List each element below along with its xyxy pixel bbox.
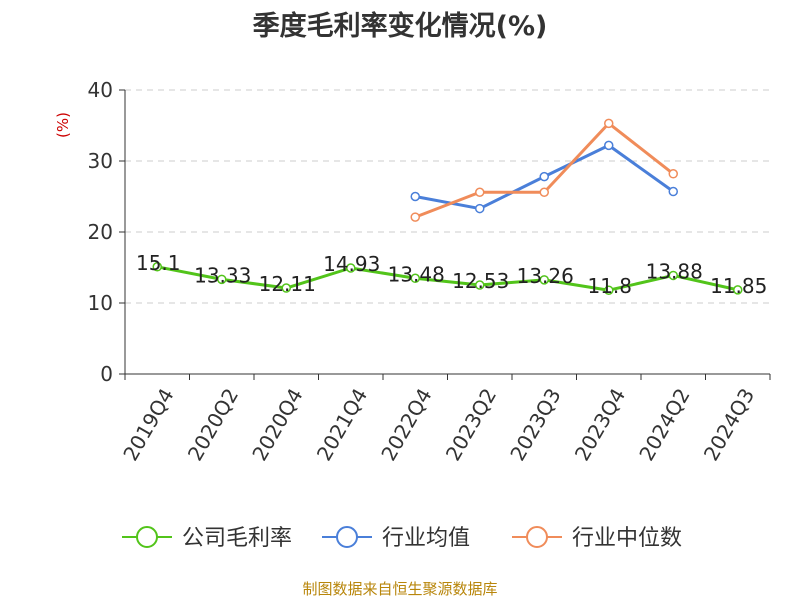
data-label: 14.93	[323, 252, 380, 276]
legend-marker	[136, 526, 158, 548]
x-tick-label: 2020Q4	[247, 384, 307, 465]
y-tick-label: 10	[88, 291, 113, 315]
y-tick-label: 40	[88, 78, 113, 102]
data-label: 13.26	[517, 264, 574, 288]
data-point	[217, 274, 227, 285]
x-tick-label: 2021Q4	[312, 384, 372, 465]
data-point	[604, 140, 614, 151]
data-point	[539, 275, 549, 285]
y-tick-label: 20	[88, 220, 113, 244]
legend-label: 行业均值	[382, 526, 470, 551]
x-tick-label: 2020Q2	[183, 384, 243, 465]
legend-marker	[336, 526, 358, 548]
legend-label: 公司毛利率	[182, 526, 292, 551]
x-tick-label: 2023Q3	[505, 384, 565, 465]
data-point	[410, 212, 420, 222]
data-point	[668, 270, 678, 281]
y-tick-label: 30	[88, 149, 113, 173]
data-label: 12.11	[259, 272, 316, 296]
data-point	[475, 280, 485, 290]
data-point	[346, 263, 356, 273]
data-label: 12.53	[452, 269, 509, 293]
data-point	[539, 187, 549, 197]
data-point	[152, 262, 162, 272]
x-tick-label: 2022Q4	[376, 384, 436, 465]
data-point	[539, 171, 549, 182]
y-tick-label: 0	[100, 362, 113, 386]
data-label: 13.88	[646, 259, 703, 283]
data-point	[281, 283, 291, 293]
grid-lines	[125, 89, 770, 304]
x-tick-label: 2024Q2	[634, 384, 694, 465]
x-tick-label: 2023Q2	[441, 384, 501, 465]
x-tick-label: 2019Q4	[118, 384, 178, 465]
data-point	[668, 169, 678, 179]
data-point	[604, 285, 614, 295]
legend-marker	[526, 526, 548, 548]
data-label: 11.8	[587, 274, 632, 298]
data-point	[475, 203, 485, 214]
data-point	[733, 285, 743, 295]
data-label: 13.33	[194, 263, 251, 287]
data-point	[604, 118, 614, 129]
legend: 公司毛利率 行业均值 行业中位数	[122, 526, 682, 551]
y-axis-label: (%)	[54, 112, 72, 138]
data-point	[475, 187, 485, 197]
data-label: 15.1	[136, 251, 181, 275]
series-line-2	[414, 121, 675, 219]
data-point	[668, 186, 678, 197]
data-label: 13.48	[388, 262, 445, 286]
series-lines	[152, 118, 743, 295]
source-note: 制图数据来自恒生聚源数据库	[302, 580, 498, 598]
series-line-0	[156, 265, 739, 292]
legend-label: 行业中位数	[572, 526, 682, 551]
x-tick-label: 2023Q4	[570, 384, 630, 465]
chart-title: 季度毛利率变化情况(%)	[252, 11, 548, 42]
x-tick-label: 2024Q3	[699, 384, 759, 465]
data-point	[410, 273, 420, 284]
data-labels: 15.1 13.33 12.11 14.93 13.48 12.53 13.26 11.8 13…	[136, 251, 767, 298]
data-label: 11.85	[710, 274, 767, 298]
data-point	[410, 191, 420, 202]
